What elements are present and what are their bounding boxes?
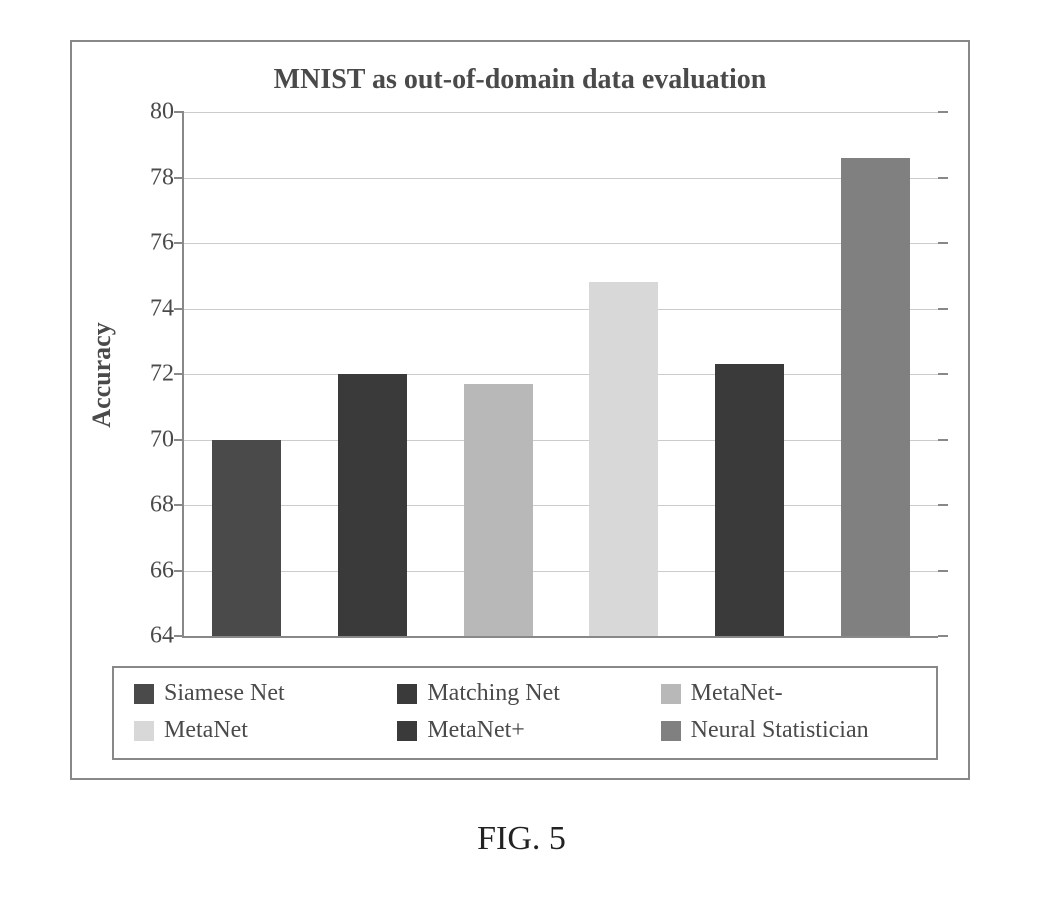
gridline bbox=[184, 309, 938, 310]
gridline bbox=[184, 243, 938, 244]
ytick-right bbox=[938, 635, 948, 637]
gridline bbox=[184, 374, 938, 375]
gridline bbox=[184, 571, 938, 572]
ytick-right bbox=[938, 242, 948, 244]
ytick bbox=[174, 242, 184, 244]
ytick-label: 74 bbox=[129, 295, 174, 322]
ytick-label: 70 bbox=[129, 426, 174, 453]
legend-label: MetaNet+ bbox=[427, 717, 525, 744]
gridline bbox=[184, 178, 938, 179]
plot-wrap: Accuracy 646668707274767880 bbox=[112, 112, 938, 638]
legend-swatch bbox=[134, 684, 154, 704]
legend-label: Matching Net bbox=[427, 680, 560, 707]
ytick bbox=[174, 439, 184, 441]
ytick-label: 72 bbox=[129, 361, 174, 388]
legend-item: MetaNet- bbox=[661, 680, 916, 707]
bar bbox=[464, 384, 533, 636]
legend-label: Siamese Net bbox=[164, 680, 285, 707]
y-axis-label: Accuracy bbox=[87, 322, 117, 427]
legend-swatch bbox=[397, 684, 417, 704]
ytick bbox=[174, 177, 184, 179]
legend: Siamese Net Matching Net MetaNet- MetaNet Me… bbox=[112, 666, 938, 760]
bar bbox=[212, 440, 281, 637]
ytick-right bbox=[938, 373, 948, 375]
ytick-label: 68 bbox=[129, 492, 174, 519]
legend-swatch bbox=[397, 721, 417, 741]
ytick-right bbox=[938, 504, 948, 506]
bar bbox=[338, 374, 407, 636]
plot-area: 646668707274767880 bbox=[182, 112, 938, 638]
chart-panel: MNIST as out-of-domain data evaluation A… bbox=[70, 40, 970, 780]
ytick-label: 78 bbox=[129, 164, 174, 191]
chart-title: MNIST as out-of-domain data evaluation bbox=[72, 64, 968, 96]
ytick-right bbox=[938, 308, 948, 310]
legend-swatch bbox=[661, 721, 681, 741]
ytick bbox=[174, 635, 184, 637]
ytick-right bbox=[938, 111, 948, 113]
legend-label: Neural Statistician bbox=[691, 717, 869, 744]
legend-item: MetaNet bbox=[134, 717, 389, 744]
bar bbox=[715, 364, 784, 636]
legend-item: Neural Statistician bbox=[661, 717, 916, 744]
ytick bbox=[174, 111, 184, 113]
ytick bbox=[174, 504, 184, 506]
legend-label: MetaNet bbox=[164, 717, 248, 744]
ytick-right bbox=[938, 439, 948, 441]
legend-swatch bbox=[134, 721, 154, 741]
gridline bbox=[184, 112, 938, 113]
legend-item: MetaNet+ bbox=[397, 717, 652, 744]
figure-caption: FIG. 5 bbox=[0, 820, 1043, 858]
ytick bbox=[174, 308, 184, 310]
bar bbox=[589, 282, 658, 636]
legend-item: Matching Net bbox=[397, 680, 652, 707]
ytick-label: 76 bbox=[129, 230, 174, 257]
legend-swatch bbox=[661, 684, 681, 704]
ytick bbox=[174, 373, 184, 375]
ytick-label: 66 bbox=[129, 557, 174, 584]
legend-label: MetaNet- bbox=[691, 680, 783, 707]
ytick-right bbox=[938, 570, 948, 572]
ytick bbox=[174, 570, 184, 572]
bar bbox=[841, 158, 910, 636]
ytick-label: 64 bbox=[129, 623, 174, 650]
gridline bbox=[184, 505, 938, 506]
legend-item: Siamese Net bbox=[134, 680, 389, 707]
ytick-label: 80 bbox=[129, 99, 174, 126]
ytick-right bbox=[938, 177, 948, 179]
gridline bbox=[184, 440, 938, 441]
